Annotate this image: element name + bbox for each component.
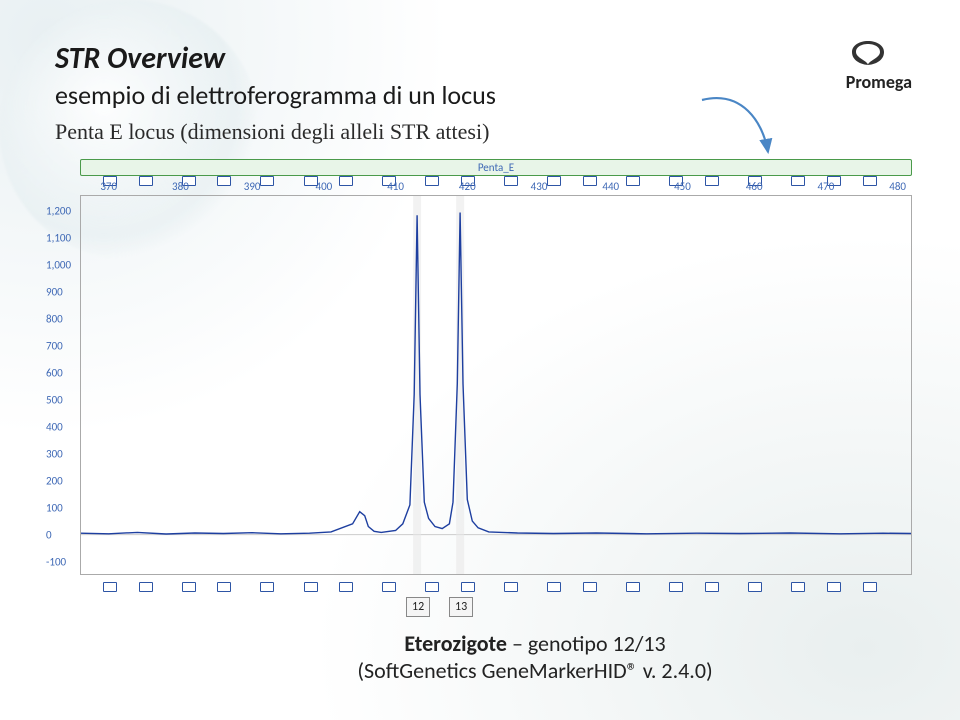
x-tick-label: 380 <box>172 180 189 193</box>
ladder-mark <box>626 582 640 592</box>
allelic-ladder-bottom <box>80 582 912 590</box>
page-title: STR Overview <box>55 40 905 77</box>
y-tick-label: 200 <box>46 474 63 487</box>
y-tick-label: 600 <box>46 366 63 379</box>
ladder-mark <box>339 176 353 186</box>
ladder-mark <box>217 582 231 592</box>
brand-logo-icon <box>846 38 890 68</box>
page-subtitle: esempio di elettroferogramma di un locus <box>55 79 905 111</box>
y-tick-label: 700 <box>46 339 63 352</box>
caption-line2: (SoftGenetics GeneMarkerHID® v. 2.4.0) <box>357 657 712 684</box>
y-tick-label: 500 <box>46 393 63 406</box>
y-tick-label: 1,200 <box>46 205 71 218</box>
ladder-mark <box>705 582 719 592</box>
x-tick-label: 370 <box>100 180 117 193</box>
ladder-mark <box>863 176 877 186</box>
ladder-mark <box>791 582 805 592</box>
ladder-mark <box>139 176 153 186</box>
locus-header-bar: Penta_E <box>80 159 912 176</box>
ladder-mark <box>863 582 877 592</box>
y-tick-label: 100 <box>46 501 63 514</box>
ladder-mark <box>260 176 274 186</box>
x-tick-label: 460 <box>746 180 763 193</box>
allele-call-boxes: 12 13 <box>80 597 912 619</box>
electropherogram-chart: Penta_E 1213 370380390400410420430440450… <box>80 195 912 575</box>
x-tick-label: 480 <box>889 180 906 193</box>
ladder-mark <box>304 582 318 592</box>
y-tick-label: 1,000 <box>46 259 71 272</box>
allele-call-box: 12 <box>406 597 430 617</box>
y-tick-label: 400 <box>46 420 63 433</box>
y-tick-label: 800 <box>46 312 63 325</box>
ladder-mark <box>583 176 597 186</box>
page-description: Penta E locus (dimensioni degli alleli S… <box>55 119 905 145</box>
x-tick-label: 420 <box>459 180 476 193</box>
brand-block: Promega <box>846 38 912 93</box>
x-tick-label: 400 <box>315 180 332 193</box>
y-tick-label: 0 <box>46 528 52 541</box>
ladder-mark <box>583 582 597 592</box>
ladder-mark <box>182 582 196 592</box>
ladder-mark <box>626 176 640 186</box>
ladder-mark <box>748 582 762 592</box>
x-tick-label: 450 <box>674 180 691 193</box>
caption-bold: Eterozigote <box>404 630 507 657</box>
ladder-mark <box>504 176 518 186</box>
ladder-mark <box>461 582 475 592</box>
ladder-mark <box>339 582 353 592</box>
ladder-mark <box>425 582 439 592</box>
allelic-ladder-top <box>80 176 912 184</box>
x-tick-label: 390 <box>244 180 261 193</box>
ladder-mark <box>139 582 153 592</box>
ladder-mark <box>103 582 117 592</box>
allele-call-box: 13 <box>449 597 473 617</box>
ladder-mark <box>425 176 439 186</box>
slide-content: Promega STR Overview esempio di elettrof… <box>0 0 960 720</box>
y-tick-label: -100 <box>46 555 66 568</box>
ladder-mark <box>791 176 805 186</box>
ladder-mark <box>382 582 396 592</box>
y-tick-label: 900 <box>46 286 63 299</box>
ladder-mark <box>547 176 561 186</box>
brand-name: Promega <box>846 71 912 93</box>
x-tick-label: 470 <box>818 180 835 193</box>
caption: Eterozigote – genotipo 12/13 (SoftGeneti… <box>55 630 960 684</box>
plot-border <box>80 195 912 575</box>
x-tick-label: 410 <box>387 180 404 193</box>
ladder-mark <box>705 176 719 186</box>
ladder-mark <box>827 582 841 592</box>
ladder-mark <box>547 582 561 592</box>
plot-area: Penta_E 1213 370380390400410420430440450… <box>80 195 912 575</box>
ladder-mark <box>669 582 683 592</box>
ladder-mark <box>217 176 231 186</box>
y-tick-label: 1,100 <box>46 232 71 245</box>
ladder-mark <box>260 582 274 592</box>
ladder-mark <box>504 582 518 592</box>
x-tick-label: 440 <box>602 180 619 193</box>
x-tick-label: 430 <box>531 180 548 193</box>
caption-rest1: – genotipo 12/13 <box>507 630 666 657</box>
y-tick-label: 300 <box>46 447 63 460</box>
